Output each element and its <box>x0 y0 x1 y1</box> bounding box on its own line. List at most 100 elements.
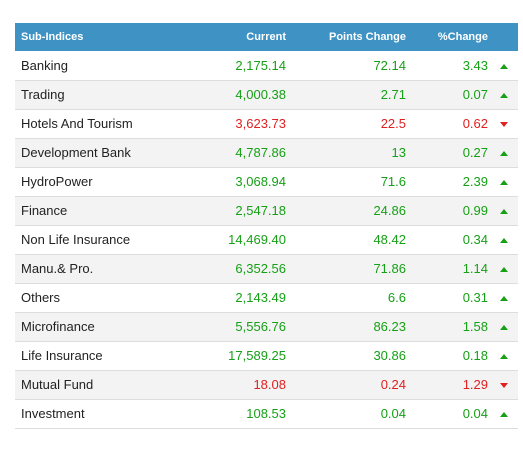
header-points-change[interactable]: Points Change <box>328 31 406 43</box>
triangle-up-icon <box>500 325 508 331</box>
pct-change-value: 0.04 <box>462 406 488 421</box>
header-pct-change[interactable]: %Change <box>437 31 488 43</box>
trend-cell <box>490 80 518 109</box>
sub-index-name: Microfinance <box>21 319 95 334</box>
triangle-up-icon <box>500 93 508 99</box>
triangle-up-icon <box>500 151 508 157</box>
points-change-value: 30.86 <box>373 348 406 363</box>
triangle-up-icon <box>500 180 508 186</box>
triangle-up-icon <box>500 209 508 215</box>
table-row[interactable]: Trading 4,000.38 2.71 0.07 <box>15 80 518 109</box>
sub-index-name: Development Bank <box>21 145 131 160</box>
current-value: 5,556.76 <box>235 319 286 334</box>
current-value: 3,068.94 <box>235 174 286 189</box>
header-current[interactable]: Current <box>246 31 286 43</box>
sub-index-name: HydroPower <box>21 174 93 189</box>
sub-index-name: Others <box>21 290 61 305</box>
pct-change-value: 0.34 <box>462 232 488 247</box>
trend-cell <box>490 167 518 196</box>
current-value: 2,175.14 <box>235 57 286 73</box>
table-row[interactable]: Banking 2,175.14 72.14 3.43 <box>15 51 518 80</box>
points-change-value: 13 <box>391 145 406 160</box>
points-change-value: 24.86 <box>373 203 406 218</box>
table-row[interactable]: Hotels And Tourism 3,623.73 22.5 0.62 <box>15 109 518 138</box>
pct-change-value: 1.29 <box>462 377 488 392</box>
current-value: 18.08 <box>253 377 286 392</box>
table-body: Banking 2,175.14 72.14 3.43 Trading 4,000.38 2… <box>15 51 518 428</box>
triangle-up-icon <box>500 296 508 302</box>
table-row[interactable]: Life Insurance 17,589.25 30.86 0.18 <box>15 341 518 370</box>
trend-cell <box>490 138 518 167</box>
points-change-value: 72.14 <box>373 57 406 73</box>
triangle-up-icon <box>500 354 508 360</box>
pct-change-value: 0.18 <box>462 348 488 363</box>
trend-cell <box>490 225 518 254</box>
header-trend <box>490 23 518 51</box>
trend-cell <box>490 109 518 138</box>
trend-cell <box>490 399 518 428</box>
pct-change-value: 0.99 <box>462 203 488 218</box>
table-row[interactable]: Manu.& Pro. 6,352.56 71.86 1.14 <box>15 254 518 283</box>
triangle-up-icon <box>500 267 508 273</box>
triangle-up-icon <box>500 238 508 244</box>
trend-cell <box>490 283 518 312</box>
current-value: 3,623.73 <box>235 116 286 131</box>
sub-index-name: Trading <box>21 87 65 102</box>
sub-indices-table: Sub-Indices Current Points Change %Chang… <box>15 23 518 429</box>
sub-index-name: Mutual Fund <box>21 377 94 392</box>
trend-cell <box>490 370 518 399</box>
pct-change-value: 0.27 <box>462 145 488 160</box>
table-row[interactable]: Non Life Insurance 14,469.40 48.42 0.34 <box>15 225 518 254</box>
trend-cell <box>490 196 518 225</box>
pct-change-value: 1.14 <box>462 261 488 276</box>
trend-cell <box>490 254 518 283</box>
trend-cell <box>490 51 518 80</box>
current-value: 17,589.25 <box>228 348 286 363</box>
sub-index-name: Finance <box>21 203 68 218</box>
points-change-value: 6.6 <box>387 290 406 305</box>
sub-index-name: Banking <box>21 57 68 73</box>
triangle-down-icon <box>500 383 508 389</box>
table-row[interactable]: HydroPower 3,068.94 71.6 2.39 <box>15 167 518 196</box>
table-row[interactable]: Investment 108.53 0.04 0.04 <box>15 399 518 428</box>
triangle-down-icon <box>500 122 508 128</box>
trend-cell <box>490 341 518 370</box>
points-change-value: 71.6 <box>380 174 406 189</box>
trend-cell <box>490 312 518 341</box>
triangle-up-icon <box>500 63 508 69</box>
pct-change-value: 0.07 <box>462 87 488 102</box>
table-row[interactable]: Others 2,143.49 6.6 0.31 <box>15 283 518 312</box>
pct-change-value: 2.39 <box>462 174 488 189</box>
points-change-value: 0.04 <box>380 406 406 421</box>
points-change-value: 0.24 <box>380 377 406 392</box>
current-value: 14,469.40 <box>228 232 286 247</box>
pct-change-value: 1.58 <box>462 319 488 334</box>
table-header-row: Sub-Indices Current Points Change %Chang… <box>15 23 518 51</box>
sub-index-name: Non Life Insurance <box>21 232 131 247</box>
current-value: 2,547.18 <box>235 203 286 218</box>
current-value: 4,000.38 <box>235 87 286 102</box>
sub-index-name: Investment <box>21 406 85 421</box>
header-sub-indices[interactable]: Sub-Indices <box>21 31 84 43</box>
triangle-up-icon <box>500 412 508 418</box>
sub-index-name: Life Insurance <box>21 348 103 363</box>
current-value: 6,352.56 <box>235 261 286 276</box>
sub-index-name: Manu.& Pro. <box>21 261 94 276</box>
points-change-value: 22.5 <box>380 116 406 131</box>
current-value: 4,787.86 <box>235 145 286 160</box>
table-row[interactable]: Finance 2,547.18 24.86 0.99 <box>15 196 518 225</box>
sub-indices-panel: Sub-Indices Current Points Change %Chang… <box>15 23 518 429</box>
points-change-value: 71.86 <box>373 261 406 276</box>
points-change-value: 48.42 <box>373 232 406 247</box>
pct-change-value: 0.31 <box>462 290 488 305</box>
table-row[interactable]: Microfinance 5,556.76 86.23 1.58 <box>15 312 518 341</box>
pct-change-value: 3.43 <box>462 57 488 73</box>
table-row[interactable]: Mutual Fund 18.08 0.24 1.29 <box>15 370 518 399</box>
sub-index-name: Hotels And Tourism <box>21 116 133 131</box>
points-change-value: 2.71 <box>380 87 406 102</box>
current-value: 2,143.49 <box>235 290 286 305</box>
pct-change-value: 0.62 <box>462 116 488 131</box>
points-change-value: 86.23 <box>373 319 406 334</box>
table-row[interactable]: Development Bank 4,787.86 13 0.27 <box>15 138 518 167</box>
current-value: 108.53 <box>246 406 286 421</box>
